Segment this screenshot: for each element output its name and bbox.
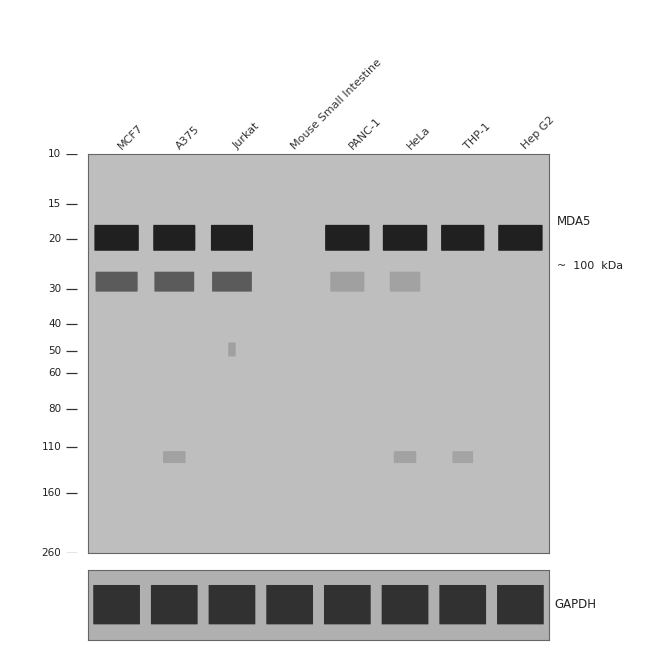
Text: Hep G2: Hep G2 [521,115,557,151]
Text: 10: 10 [48,149,61,159]
FancyBboxPatch shape [324,585,370,624]
Text: 110: 110 [42,442,61,452]
FancyBboxPatch shape [212,272,252,291]
Text: 30: 30 [48,283,61,293]
FancyBboxPatch shape [452,451,473,463]
Text: A375: A375 [174,124,202,151]
Text: 40: 40 [48,319,61,329]
Text: THP-1: THP-1 [463,121,493,151]
Text: 15: 15 [48,199,61,209]
FancyBboxPatch shape [209,585,255,624]
Text: MCF7: MCF7 [116,122,146,151]
Text: Jurkat: Jurkat [232,121,262,151]
FancyBboxPatch shape [330,272,365,291]
FancyBboxPatch shape [394,451,416,463]
Text: PANC-1: PANC-1 [347,115,384,151]
Text: 80: 80 [48,403,61,413]
Text: Mouse Small Intestine: Mouse Small Intestine [290,57,383,151]
FancyBboxPatch shape [498,225,543,251]
FancyBboxPatch shape [383,225,427,251]
FancyBboxPatch shape [211,225,253,251]
Text: GAPDH: GAPDH [554,598,596,611]
Text: 20: 20 [48,234,61,244]
FancyBboxPatch shape [94,225,139,251]
FancyBboxPatch shape [163,451,185,463]
Text: ~  100  kDa: ~ 100 kDa [557,261,623,271]
Text: 160: 160 [42,488,61,498]
FancyBboxPatch shape [266,585,313,624]
FancyBboxPatch shape [151,585,198,624]
Text: HeLa: HeLa [405,124,432,151]
Text: MDA5: MDA5 [557,215,592,228]
FancyBboxPatch shape [153,225,196,251]
Text: 60: 60 [48,369,61,379]
FancyBboxPatch shape [439,585,486,624]
FancyBboxPatch shape [382,585,428,624]
Text: 50: 50 [48,346,61,356]
FancyBboxPatch shape [96,272,138,291]
FancyBboxPatch shape [441,225,484,251]
FancyBboxPatch shape [155,272,194,291]
FancyBboxPatch shape [390,272,421,291]
FancyBboxPatch shape [325,225,370,251]
FancyBboxPatch shape [93,585,140,624]
FancyBboxPatch shape [228,342,236,356]
FancyBboxPatch shape [497,585,544,624]
Text: 260: 260 [42,548,61,557]
